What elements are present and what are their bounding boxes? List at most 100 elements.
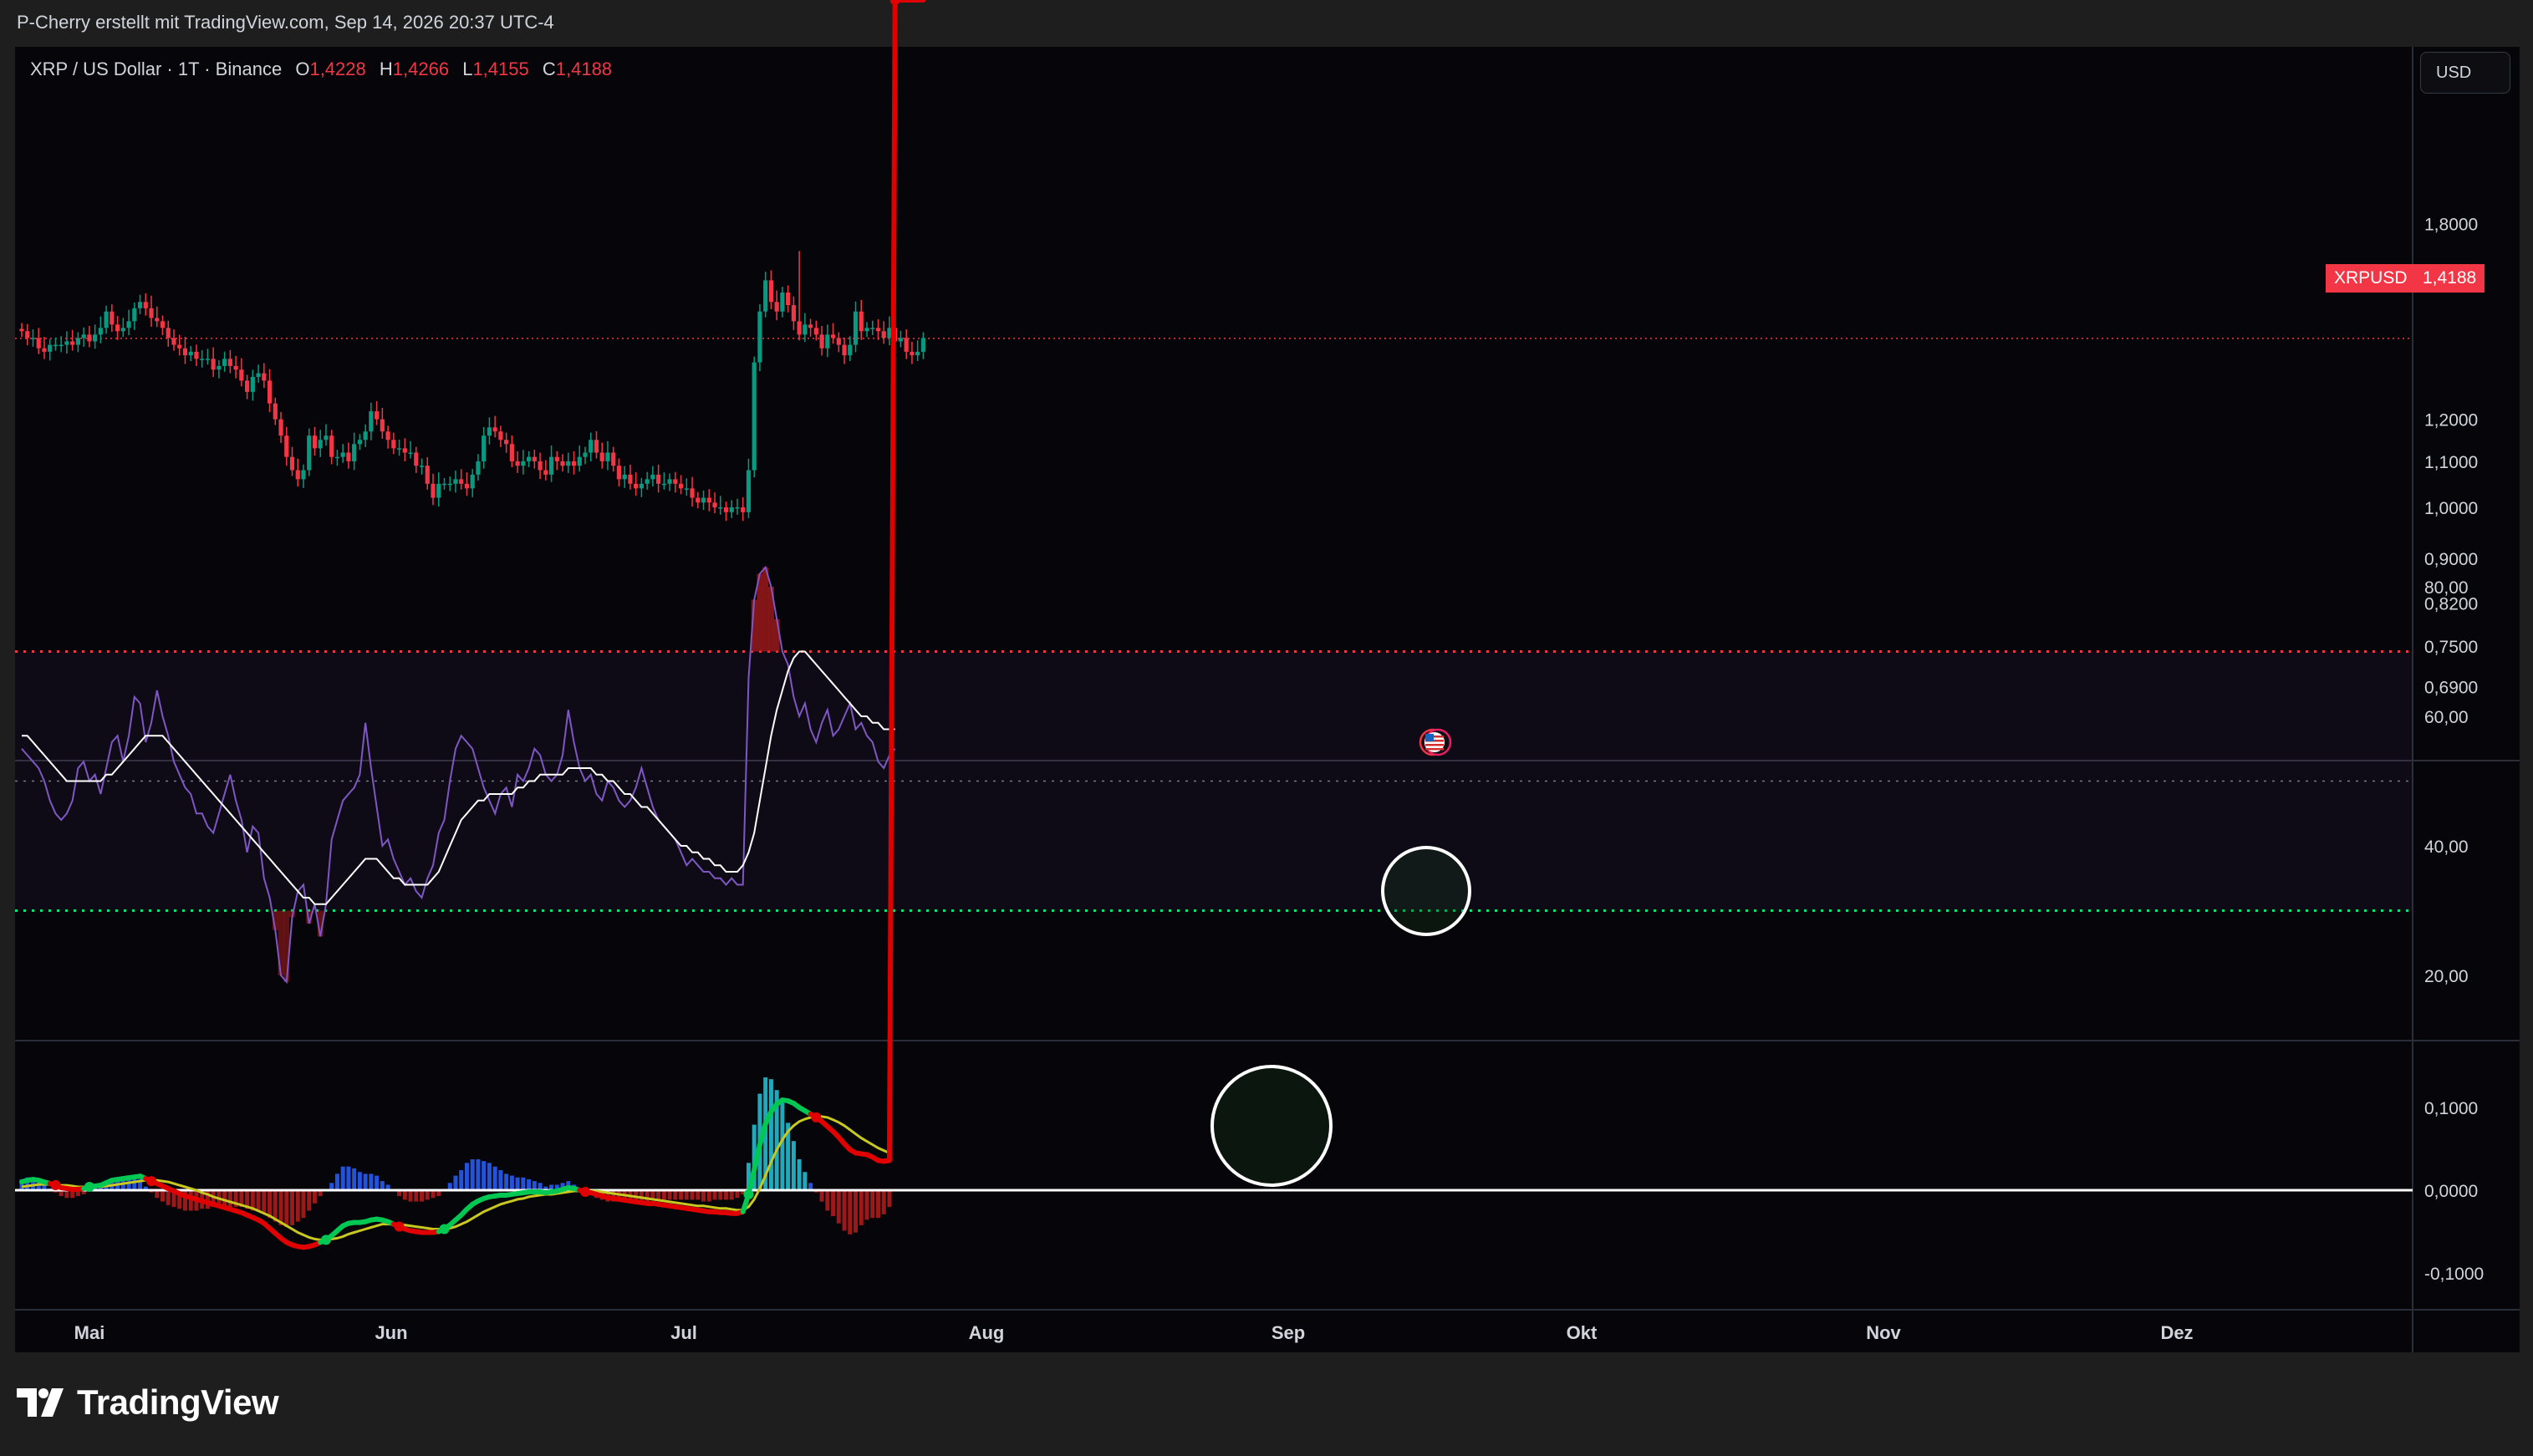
macd-line-segment xyxy=(752,1142,762,1173)
candle-body xyxy=(431,483,436,498)
macd-histogram-bar xyxy=(492,1166,497,1191)
macd-histogram-bar xyxy=(143,1186,148,1191)
candle-body xyxy=(543,470,548,475)
candle-body xyxy=(848,344,853,356)
rsi-ma-line xyxy=(22,650,895,905)
candle-body xyxy=(611,452,616,466)
candle-body xyxy=(482,435,487,461)
candle-body xyxy=(227,359,232,366)
macd-histogram-bar xyxy=(284,1190,289,1228)
candle-body xyxy=(887,328,892,339)
macd-histogram-bar xyxy=(875,1190,880,1219)
flag-canton xyxy=(1425,734,1434,741)
candle-body xyxy=(205,359,211,360)
candle-body xyxy=(25,331,30,339)
open-value: 1,4228 xyxy=(309,59,366,79)
candle-body xyxy=(656,474,661,484)
macd-tick-label: 0,1000 xyxy=(2424,1099,2478,1118)
macd-histogram-bar xyxy=(690,1190,695,1200)
close-value: 1,4188 xyxy=(555,59,613,79)
candle-body xyxy=(267,380,273,404)
tradingview-logo-icon xyxy=(17,1388,64,1417)
candle-body xyxy=(239,369,244,381)
price-pane xyxy=(15,251,2413,522)
candle-body xyxy=(369,411,374,432)
candle-body xyxy=(137,302,143,308)
axes: 1,80001,60001,20001,10001,00000,90000,82… xyxy=(74,215,2485,1343)
macd-histogram-bar xyxy=(498,1170,503,1191)
candle-body xyxy=(701,497,706,503)
candle-body xyxy=(813,328,818,335)
candle-body xyxy=(842,344,847,356)
candle-body xyxy=(211,359,216,370)
macd-histogram-bar xyxy=(70,1190,75,1199)
candle-body xyxy=(217,365,222,370)
chart-frame[interactable] xyxy=(15,47,2520,1352)
month-tick-label: Sep xyxy=(1272,1322,1305,1343)
candle-body xyxy=(98,328,103,335)
candle-body xyxy=(396,448,402,450)
candle-body xyxy=(566,461,571,466)
macd-histogram-bar xyxy=(848,1190,853,1235)
candle-body xyxy=(262,373,267,381)
attribution-header: P-Cherry erstellt mit TradingView.com, S… xyxy=(17,12,554,33)
macd-pane xyxy=(15,0,2413,1250)
macd-histogram-bar xyxy=(515,1177,520,1191)
macd-histogram-bar xyxy=(464,1163,469,1191)
macd-histogram-bar xyxy=(842,1190,847,1231)
macd-histogram-bar xyxy=(245,1190,250,1209)
macd-histogram-bar xyxy=(98,1186,103,1191)
highlight-circle-annotation xyxy=(1381,846,1471,936)
candle-body xyxy=(453,479,458,484)
macd-cross-dot xyxy=(743,1189,754,1199)
candle-body xyxy=(307,435,312,471)
open-label: O xyxy=(295,59,310,79)
candle-body xyxy=(476,461,481,475)
candle-body xyxy=(155,318,160,322)
candle-body xyxy=(425,466,430,484)
candle-body xyxy=(752,362,757,471)
macd-histogram-bar xyxy=(768,1079,773,1191)
candle-body xyxy=(385,431,390,440)
macd-histogram-bar xyxy=(414,1190,419,1202)
tradingview-brand[interactable]: TradingView xyxy=(17,1382,279,1423)
macd-histogram-bar xyxy=(425,1190,430,1200)
macd-histogram-bar xyxy=(549,1184,554,1191)
currency-button[interactable]: USD xyxy=(2420,52,2510,94)
macd-histogram-bar xyxy=(741,1190,746,1194)
candle-body xyxy=(295,470,300,480)
macd-histogram-bar xyxy=(402,1190,407,1200)
macd-histogram-bar xyxy=(706,1190,711,1202)
macd-histogram-bar xyxy=(447,1183,452,1191)
symbol-title: XRP / US Dollar · 1T · Binance xyxy=(30,59,283,79)
candle-body xyxy=(819,334,824,349)
candle-body xyxy=(723,507,729,512)
macd-histogram-bar xyxy=(808,1183,813,1191)
rsi-tick-label: 80,00 xyxy=(2424,578,2469,598)
candle-body xyxy=(132,308,137,322)
candle-body xyxy=(126,321,131,328)
flag-stripe xyxy=(1425,748,1444,751)
macd-histogram-bar xyxy=(19,1179,24,1191)
candle-body xyxy=(312,435,318,449)
candle-body xyxy=(87,334,92,342)
macd-histogram-bar xyxy=(803,1172,808,1191)
macd-line-segment xyxy=(886,0,898,1163)
candle-body xyxy=(233,365,238,370)
macd-histogram-bar xyxy=(397,1190,402,1197)
macd-histogram-bar xyxy=(554,1184,559,1191)
macd-histogram-bar xyxy=(64,1190,69,1199)
candle-body xyxy=(329,435,334,457)
candle-body xyxy=(599,452,604,461)
macd-histogram-bar xyxy=(797,1158,802,1191)
macd-histogram-bar xyxy=(369,1173,374,1191)
candle-body xyxy=(30,338,36,339)
macd-histogram-bar xyxy=(825,1190,830,1211)
candle-body xyxy=(414,452,419,466)
candle-body xyxy=(696,497,701,503)
candle-body xyxy=(380,419,385,432)
macd-histogram-bar xyxy=(487,1163,492,1191)
macd-histogram-bar xyxy=(819,1190,824,1202)
macd-histogram-bar xyxy=(307,1190,312,1211)
